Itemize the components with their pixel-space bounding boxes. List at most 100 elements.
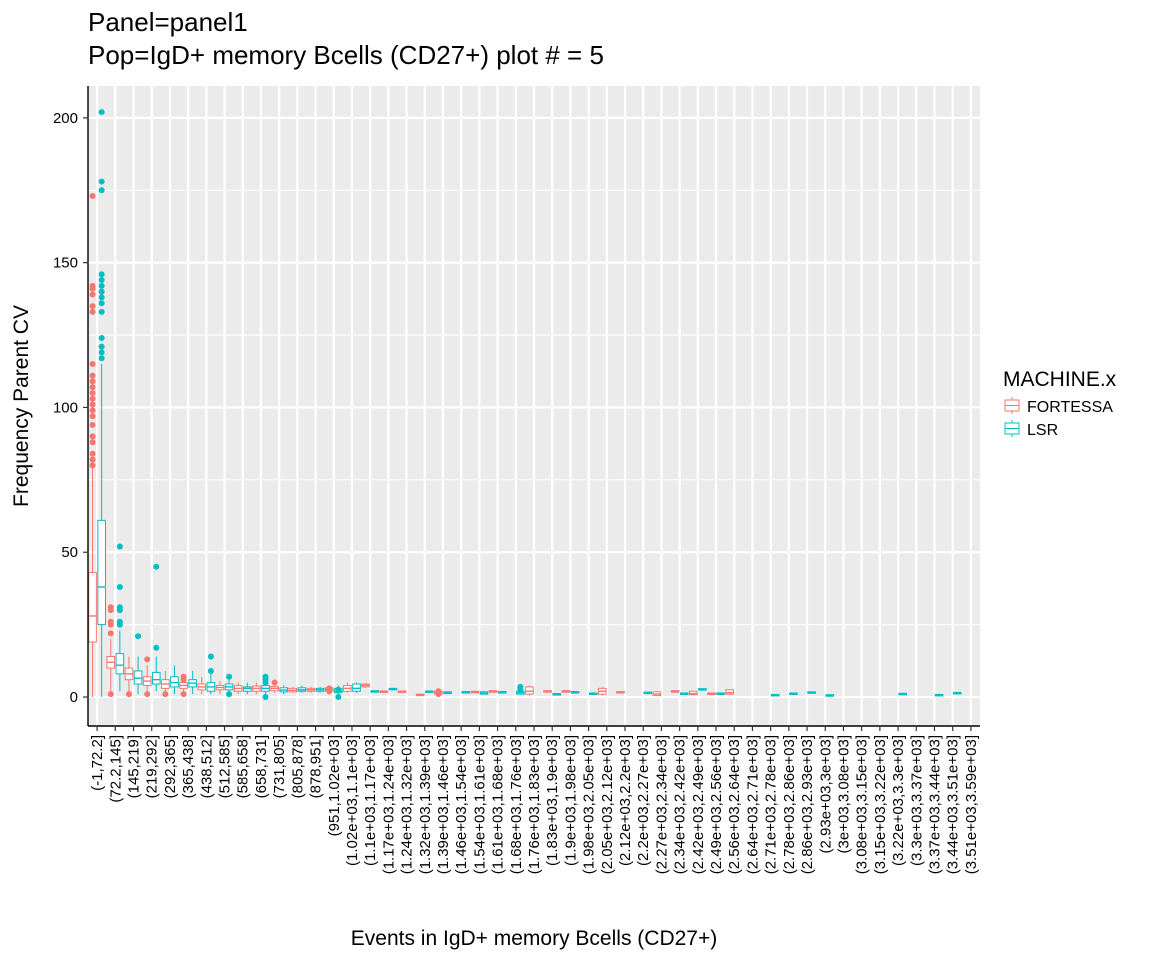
box-lsr (388, 687, 398, 691)
box-fortessa (179, 673, 188, 698)
box-lsr (643, 691, 653, 695)
box-lsr (516, 683, 525, 695)
box-fortessa (670, 690, 680, 693)
outlier-point (89, 282, 96, 289)
box-lsr (133, 633, 143, 695)
box-lsr (151, 563, 161, 692)
box-lsr (370, 690, 380, 693)
x-tick-label: (1.39e+03,1.46e+03] (435, 735, 452, 874)
box-fortessa (361, 683, 370, 688)
outlier-point (89, 421, 96, 428)
box-fortessa (616, 691, 625, 694)
box-lsr (825, 694, 835, 697)
outlier-point (89, 389, 96, 396)
box-lsr (461, 691, 471, 694)
box-fortessa (197, 676, 207, 695)
outlier-point (262, 673, 269, 680)
box-lsr (279, 685, 289, 695)
x-tick-label: (1.1e+03,1.17e+03] (362, 735, 379, 866)
outlier-point (89, 413, 96, 420)
y-tick-label: 200 (53, 110, 78, 127)
x-tick-label: (1.68e+03,1.76e+03] (508, 735, 525, 874)
box-lsr (679, 692, 689, 695)
outlier-point (89, 407, 96, 414)
box-fortessa (233, 682, 243, 695)
x-tick-label: (1.54e+03,1.61e+03] (471, 735, 488, 874)
box-fortessa (288, 687, 298, 693)
x-tick-label: (2.71e+03,2.78e+03] (763, 735, 780, 874)
outlier-point (116, 583, 123, 590)
box-lsr (297, 685, 307, 693)
x-tick-label: (2.2e+03,2.27e+03] (635, 735, 652, 866)
x-tick-label: (219,292] (144, 735, 161, 798)
box-lsr (97, 109, 106, 698)
outlier-point (226, 673, 233, 680)
box-lsr (315, 686, 325, 693)
outlier-point (226, 691, 233, 698)
box-lsr (789, 692, 798, 695)
outlier-point (89, 361, 96, 368)
outlier-point (98, 308, 105, 315)
outlier-point (153, 563, 160, 570)
x-tick-label: (2.49e+03,2.56e+03] (708, 735, 725, 874)
box-fortessa (525, 685, 534, 696)
outlier-point (98, 355, 105, 362)
outlier-point (125, 691, 132, 698)
x-tick-label: (585,658] (235, 735, 252, 798)
outlier-point (89, 401, 96, 408)
box-fortessa (270, 679, 279, 693)
box-lsr (570, 691, 580, 694)
outlier-point (89, 439, 96, 446)
outlier-point (98, 334, 105, 341)
x-tick-label: (2.86e+03,2.93e+03] (799, 735, 816, 874)
box-lsr (497, 691, 507, 694)
x-tick-label: (1.98e+03,2.05e+03] (581, 735, 598, 874)
outlier-point (107, 618, 114, 625)
legend: MACHINE.x FORTESSA LSR (1003, 368, 1117, 439)
x-tick-label: (3e+03,3.08e+03] (835, 735, 852, 853)
box-lsr (188, 670, 197, 695)
box-fortessa (434, 688, 443, 698)
outlier-point (144, 656, 151, 663)
box-lsr (170, 665, 179, 695)
x-tick-label: (1.9e+03,1.98e+03] (562, 735, 579, 866)
x-tick-label: (1.83e+03,1.9e+03] (544, 735, 561, 866)
box-lsr (425, 690, 434, 693)
box-lsr (261, 673, 270, 701)
outlier-point (89, 291, 96, 298)
x-tick-label: (1.32e+03,1.39e+03] (417, 735, 434, 874)
x-tick-label: (3.3e+03,3.37e+03] (908, 735, 925, 866)
box-lsr (952, 691, 962, 695)
x-tick-label: (1.17e+03,1.24e+03] (380, 735, 397, 874)
x-tick-label: (1.24e+03,1.32e+03] (399, 735, 416, 874)
outlier-point (517, 686, 524, 693)
outlier-point (89, 303, 96, 310)
box-fortessa (561, 690, 571, 693)
x-tick-label: (2.78e+03,2.86e+03] (781, 735, 798, 874)
outlier-point (335, 694, 342, 701)
outlier-point (89, 456, 96, 463)
outlier-point (98, 300, 105, 307)
outlier-point (98, 282, 105, 289)
box-fortessa (88, 193, 97, 698)
box-fortessa (142, 656, 152, 698)
box-iqr (97, 519, 106, 626)
outlier-point (89, 378, 96, 385)
box-fortessa (215, 681, 225, 695)
x-tick-label: (658,731] (253, 735, 270, 798)
box-lsr (588, 692, 598, 695)
box-fortessa (397, 690, 407, 693)
x-tick-label: (3.44e+03,3.51e+03] (945, 735, 962, 874)
x-tick-label: (2.12e+03,2.2e+03] (617, 735, 634, 866)
x-axis-title: Events in IgD+ memory Bcells (CD27+) (351, 927, 717, 950)
box-lsr (206, 653, 216, 695)
box-lsr (934, 693, 944, 697)
box-lsr (552, 693, 562, 696)
y-tick-label: 0 (70, 689, 78, 706)
x-tick-label: (72.2,145] (107, 735, 124, 803)
legend-key-lsr (1004, 420, 1020, 437)
grid-lines (88, 86, 980, 726)
outlier-point (89, 384, 96, 391)
outlier-point (153, 644, 160, 651)
